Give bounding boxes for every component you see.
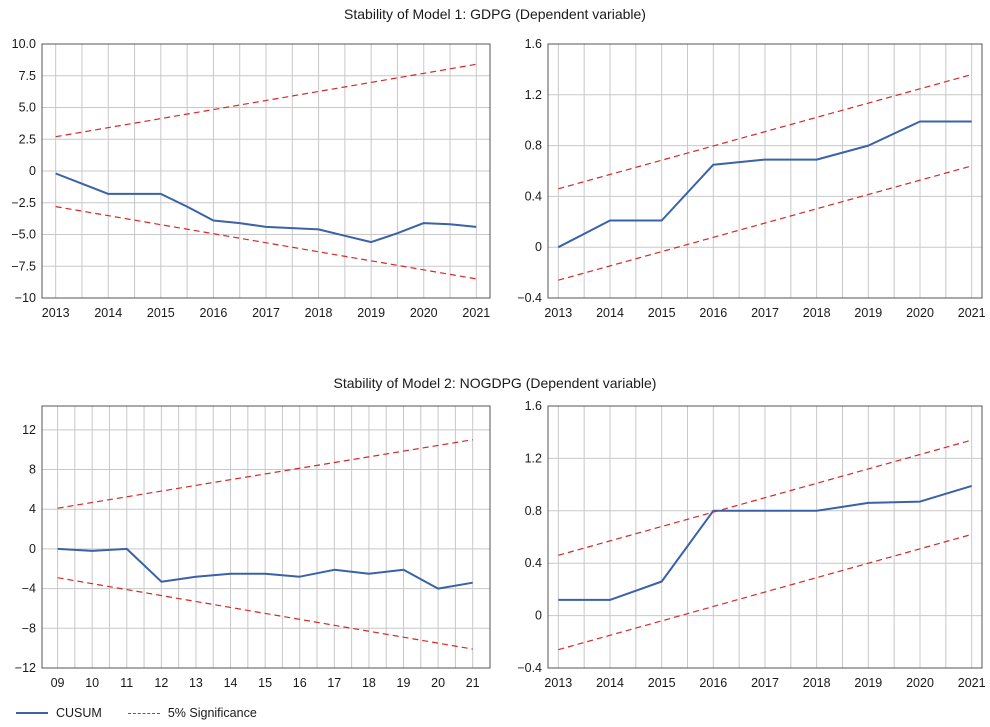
x-tick-label: 2019 (357, 306, 385, 320)
significance-bound-line (55, 63, 477, 138)
plot-frame (41, 405, 491, 669)
x-tick-label: 2018 (803, 676, 831, 690)
model2-cusumsq-chart: −0.4 0 0.4 0.8 1.2 1.6 2013 2014 2015 2016 2017 201… (517, 399, 986, 690)
x-tick-label: 2018 (305, 306, 333, 320)
x-tick-label: 18 (362, 676, 376, 690)
x-tick-label: 2016 (699, 676, 727, 690)
y-tick-label: −7.5 (11, 259, 36, 273)
significance-bound-line (57, 577, 473, 650)
x-tick-label: 2017 (751, 676, 779, 690)
y-tick-label: 1.2 (525, 451, 542, 465)
x-tick-label: 2021 (958, 676, 986, 690)
y-tick-label: 0 (29, 164, 36, 178)
x-tick-label: 16 (293, 676, 307, 690)
x-tick-label: 2019 (854, 306, 882, 320)
y-tick-label: 1.6 (525, 399, 542, 413)
significance-bound-line (558, 73, 972, 190)
plot-frame (547, 405, 983, 669)
y-tick-label: 0.8 (525, 139, 542, 153)
legend-swatch-significance (127, 712, 160, 714)
cusum-line (558, 484, 972, 601)
model1-title: Stability of Model 1: GDPG (Dependent va… (344, 6, 646, 22)
significance-bound-line (57, 439, 473, 509)
cusum-line (57, 547, 473, 590)
x-tick-label: 2013 (42, 306, 70, 320)
x-tick-label: 11 (120, 676, 133, 690)
y-tick-label: 4 (29, 502, 36, 516)
y-tick-label: 10.0 (12, 37, 36, 51)
y-tick-label: 0 (535, 609, 542, 623)
x-tick-label: 21 (466, 676, 480, 690)
y-tick-label: 12 (22, 423, 36, 437)
y-tick-label: −5.0 (11, 228, 36, 242)
significance-bound-line (558, 533, 972, 651)
x-tick-label: 2013 (544, 676, 572, 690)
y-tick-label: 0 (29, 542, 36, 556)
significance-bound-line (558, 439, 972, 556)
x-tick-label: 12 (154, 676, 168, 690)
significance-bound-line (558, 165, 972, 281)
y-tick-label: 0.4 (525, 556, 542, 570)
y-tick-label: −10 (15, 291, 36, 305)
y-tick-label: 0 (535, 240, 542, 254)
y-tick-label: −4 (22, 582, 36, 596)
legend-item-significance: 5% Significance (127, 706, 257, 720)
model2-title: Stability of Model 2: NOGDPG (Dependent … (333, 375, 657, 391)
x-tick-label: 2015 (648, 676, 676, 690)
x-tick-label: 10 (85, 676, 99, 690)
legend-label-significance: 5% Significance (167, 706, 257, 720)
y-tick-label: 0.8 (525, 504, 542, 518)
cusum-line (557, 120, 972, 249)
model1-cusumsq-chart: −0.4 0 0.4 0.8 1.2 1.6 2013 2014 2015 2016 2017 201… (517, 37, 986, 320)
x-tick-label: 2014 (596, 676, 624, 690)
y-tick-label: 2.5 (19, 132, 36, 146)
y-tick-label: −0.4 (517, 661, 542, 675)
legend-label-cusum: CUSUM (56, 706, 102, 720)
cusum-line (55, 172, 477, 244)
x-tick-label: 2020 (410, 306, 438, 320)
x-tick-label: 15 (258, 676, 272, 690)
x-tick-label: 2015 (648, 306, 676, 320)
legend: CUSUM 5% Significance (16, 706, 283, 720)
x-tick-label: 2014 (596, 306, 624, 320)
x-tick-label: 17 (327, 676, 341, 690)
model1-cusum-chart: −10 −7.5 −5.0 −2.5 0 2.5 5.0 7.5 10.0 2013 2014 201… (11, 37, 491, 320)
y-tick-label: 1.6 (525, 37, 542, 51)
x-tick-label: 2016 (200, 306, 228, 320)
legend-swatch-cusum (16, 712, 48, 714)
y-tick-label: 1.2 (525, 88, 542, 102)
model2-cusum-chart: −12 −8 −4 0 4 8 12 09 10 11 12 13 14 15 16 17 18 19 20 21 (15, 405, 491, 690)
y-tick-label: 0.4 (525, 189, 542, 203)
y-tick-label: −0.4 (517, 291, 542, 305)
x-tick-label: 2013 (544, 306, 572, 320)
plot-frame (547, 43, 983, 299)
significance-bound-line (55, 206, 477, 280)
x-tick-label: 2020 (906, 676, 934, 690)
x-tick-label: 13 (189, 676, 203, 690)
x-tick-label: 2018 (803, 306, 831, 320)
x-tick-label: 2014 (94, 306, 122, 320)
x-tick-label: 09 (51, 676, 65, 690)
y-tick-label: 8 (29, 463, 36, 477)
y-tick-label: −8 (22, 621, 36, 635)
x-tick-label: 2021 (462, 306, 490, 320)
x-tick-label: 19 (397, 676, 411, 690)
x-tick-label: 2019 (854, 676, 882, 690)
y-tick-label: 7.5 (19, 69, 36, 83)
y-tick-label: 5.0 (19, 101, 36, 115)
x-tick-label: 2021 (958, 306, 986, 320)
x-tick-label: 20 (431, 676, 445, 690)
x-tick-label: 14 (224, 676, 238, 690)
x-tick-label: 2015 (147, 306, 175, 320)
x-tick-label: 2017 (252, 306, 280, 320)
y-tick-label: −12 (15, 661, 36, 675)
x-tick-label: 2020 (906, 306, 934, 320)
y-tick-label: −2.5 (11, 196, 36, 210)
x-tick-label: 2016 (699, 306, 727, 320)
plot-frame (41, 43, 491, 299)
x-tick-label: 2017 (751, 306, 779, 320)
legend-item-cusum: CUSUM (16, 706, 102, 720)
